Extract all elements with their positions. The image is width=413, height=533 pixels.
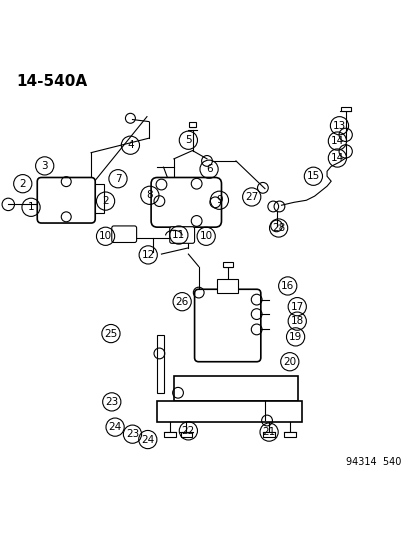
Text: 94314  540: 94314 540 xyxy=(345,457,401,467)
Text: 2: 2 xyxy=(19,179,26,189)
Text: 7: 7 xyxy=(114,174,121,184)
Text: 14: 14 xyxy=(330,136,343,146)
Text: 19: 19 xyxy=(288,332,301,342)
Text: 2: 2 xyxy=(102,196,109,206)
Bar xyxy=(157,335,163,393)
Text: 24: 24 xyxy=(141,434,154,445)
Text: 22: 22 xyxy=(181,426,195,436)
Text: 20: 20 xyxy=(282,357,296,367)
Bar xyxy=(180,432,192,437)
Bar xyxy=(217,279,237,293)
FancyBboxPatch shape xyxy=(157,401,301,422)
Bar xyxy=(263,432,274,437)
Text: 10: 10 xyxy=(199,231,212,241)
Bar xyxy=(340,107,350,111)
Text: 26: 26 xyxy=(175,297,188,306)
Text: 14-540A: 14-540A xyxy=(17,74,88,89)
Bar xyxy=(222,262,232,266)
Text: 15: 15 xyxy=(306,171,319,181)
Text: 14: 14 xyxy=(330,153,343,163)
Text: 8: 8 xyxy=(146,190,153,200)
Text: 3: 3 xyxy=(41,161,48,171)
Bar xyxy=(164,432,175,437)
Bar xyxy=(188,122,196,126)
Text: 9: 9 xyxy=(216,195,222,205)
Text: 28: 28 xyxy=(271,223,285,233)
Bar xyxy=(78,184,103,213)
Text: 10: 10 xyxy=(99,231,112,241)
Text: 5: 5 xyxy=(185,135,191,145)
Text: 25: 25 xyxy=(104,328,117,338)
Text: 17: 17 xyxy=(290,302,303,312)
Text: 11: 11 xyxy=(172,230,185,240)
FancyBboxPatch shape xyxy=(37,177,95,223)
Text: 23: 23 xyxy=(126,429,139,439)
FancyBboxPatch shape xyxy=(169,227,194,244)
Bar xyxy=(283,432,295,437)
Text: 18: 18 xyxy=(290,316,303,326)
Text: 4: 4 xyxy=(127,140,133,150)
Text: 12: 12 xyxy=(141,250,154,260)
Text: 27: 27 xyxy=(244,192,258,202)
Text: 21: 21 xyxy=(262,427,275,437)
Text: 16: 16 xyxy=(280,281,294,291)
Text: 24: 24 xyxy=(108,422,121,432)
FancyBboxPatch shape xyxy=(112,226,136,243)
FancyBboxPatch shape xyxy=(173,376,297,401)
Text: 1: 1 xyxy=(28,203,34,212)
Text: 6: 6 xyxy=(205,164,212,174)
FancyBboxPatch shape xyxy=(151,177,221,227)
Text: 23: 23 xyxy=(105,397,118,407)
Text: 13: 13 xyxy=(332,121,345,131)
FancyBboxPatch shape xyxy=(194,289,260,362)
